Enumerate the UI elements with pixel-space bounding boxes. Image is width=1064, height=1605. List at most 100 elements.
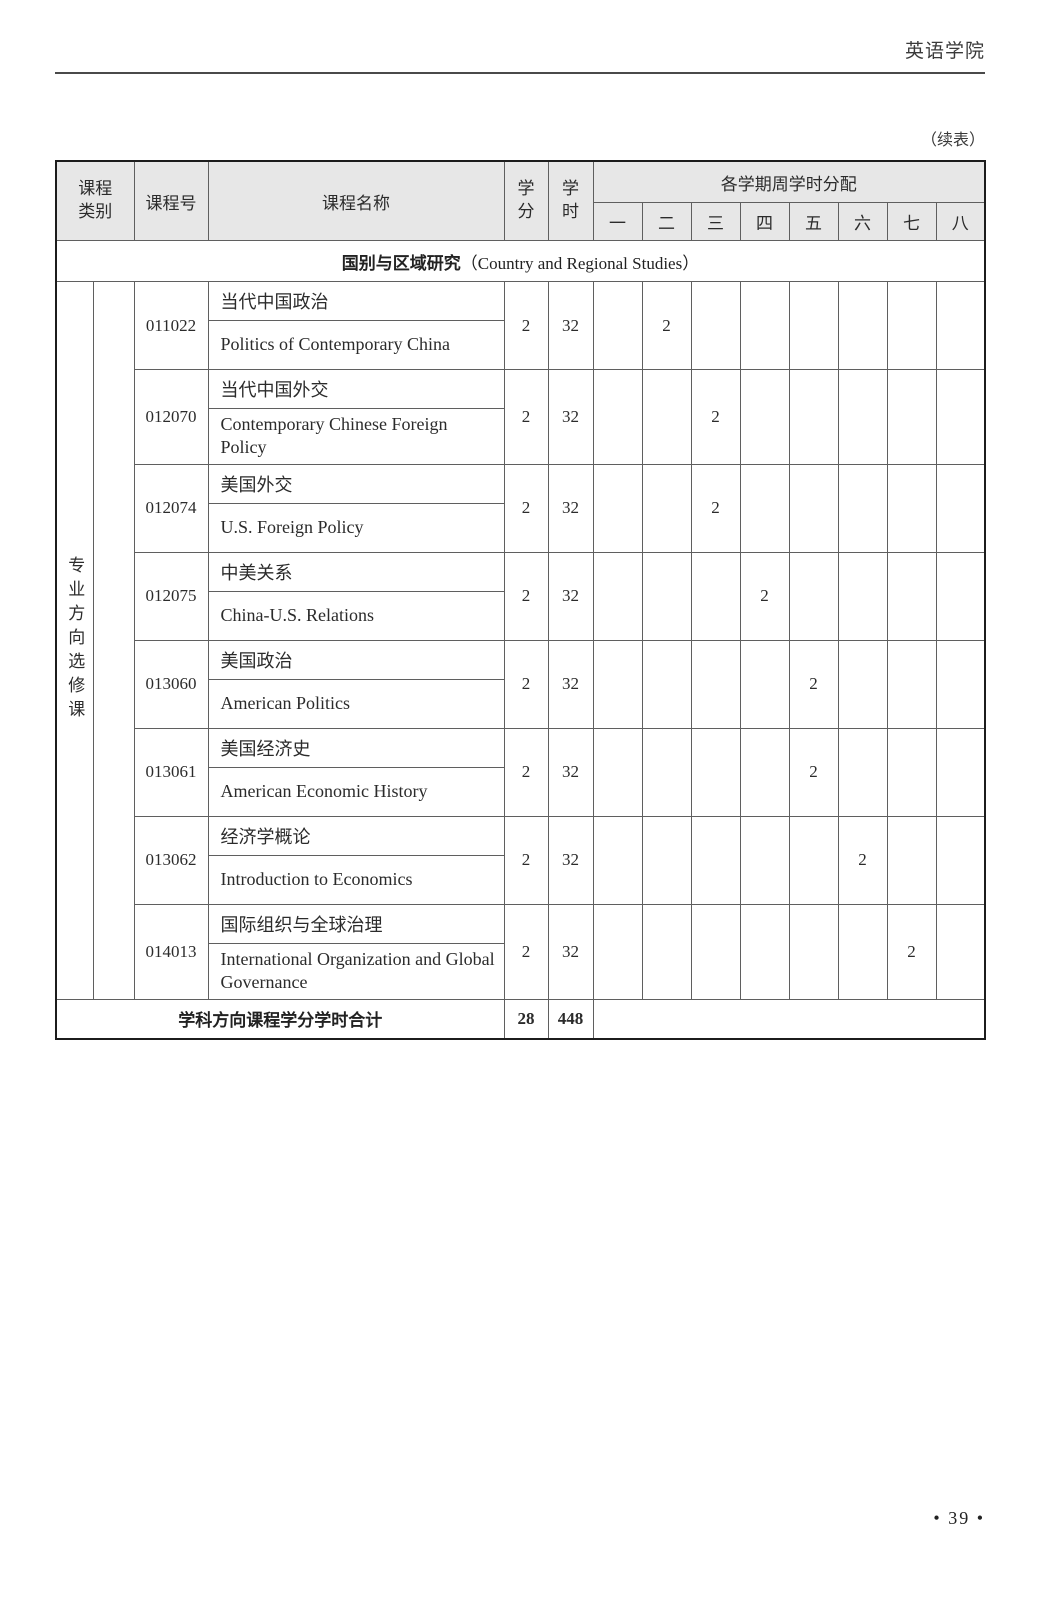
course-row: 013062 经济学概论 Introduction to Economics 2… <box>56 815 986 905</box>
semester-6-cell <box>837 903 888 1000</box>
semester-4-cell <box>739 903 790 1000</box>
credits-cell: 2 <box>503 281 549 370</box>
course-number: 011022 <box>133 281 209 370</box>
header-semester-6: 六 <box>837 202 888 241</box>
hours-cell: 32 <box>547 727 594 817</box>
course-row: 014013 国际组织与全球治理 International Organizat… <box>56 903 986 1000</box>
semester-3-cell <box>690 815 741 905</box>
credits-cell: 2 <box>503 903 549 1000</box>
course-name-zh: 国际组织与全球治理 <box>208 905 504 944</box>
semester-2-cell <box>641 903 692 1000</box>
semester-5-cell: 2 <box>788 727 839 817</box>
semester-4-cell <box>739 281 790 370</box>
semester-6-cell <box>837 281 888 370</box>
semester-3-cell <box>690 903 741 1000</box>
total-row: 学科方向课程学分学时合计 28 448 <box>55 998 986 1040</box>
semester-5-cell <box>788 903 839 1000</box>
section-title-zh: 国别与区域研究 <box>341 253 461 273</box>
hours-cell: 32 <box>547 639 594 729</box>
semester-8-cell <box>935 639 986 729</box>
semester-8-cell <box>935 551 986 641</box>
course-name-cell: 中美关系 China-U.S. Relations <box>207 551 505 641</box>
semester-7-cell <box>886 281 937 370</box>
course-number: 013062 <box>133 815 209 905</box>
semester-1-cell <box>592 281 643 370</box>
page-title: 英语学院 <box>904 41 985 62</box>
course-number: 013061 <box>133 727 209 817</box>
course-row: 012075 中美关系 China-U.S. Relations 2 32 2 <box>56 551 986 641</box>
semester-1-cell <box>592 463 643 553</box>
semester-4-cell <box>739 727 790 817</box>
semester-2-cell <box>641 369 692 465</box>
course-name-zh: 当代中国政治 <box>208 282 504 321</box>
course-name-cell: 美国经济史 American Economic History <box>207 727 505 817</box>
header-semester-4: 四 <box>739 202 790 241</box>
course-number: 012075 <box>133 551 209 641</box>
semester-8-cell <box>935 369 986 465</box>
course-name-cell: 国际组织与全球治理 International Organization and… <box>207 903 505 1000</box>
total-hours: 448 <box>547 998 594 1040</box>
course-row: 专业方向选修课 011022 当代中国政治 Politics of Contemp… <box>55 281 986 1000</box>
hours-cell: 32 <box>547 369 594 465</box>
semester-5-cell <box>788 551 839 641</box>
curriculum-table: 课程 类别 课程号 课程名称 学 分 学 时 各学期周学时分配 一 二 三 四 … <box>55 160 986 1040</box>
semester-2-cell <box>641 463 692 553</box>
semester-5-cell <box>788 281 839 370</box>
semester-3-cell <box>690 639 741 729</box>
course-row: 013061 美国经济史 American Economic History 2… <box>56 727 986 817</box>
table-header-row-1: 课程 类别 课程号 课程名称 学 分 学 时 各学期周学时分配 <box>55 160 986 241</box>
section-header-row: 国别与区域研究（Country and Regional Studies） <box>55 240 986 282</box>
semester-6-cell <box>837 551 888 641</box>
semester-5-cell <box>788 369 839 465</box>
semester-2-cell <box>641 639 692 729</box>
course-number: 013060 <box>133 639 209 729</box>
semester-1-cell <box>592 639 643 729</box>
semester-4-cell <box>739 815 790 905</box>
course-name-en: American Politics <box>220 693 350 714</box>
header-hours: 学 时 <box>547 160 594 241</box>
course-name-cell: 美国政治 American Politics <box>207 639 505 729</box>
section-title: 国别与区域研究（Country and Regional Studies） <box>55 240 986 282</box>
semester-4-cell: 2 <box>739 551 790 641</box>
semester-6-cell: 2 <box>837 815 888 905</box>
category-subcolumn-blank <box>92 281 135 1000</box>
course-name-cell: 当代中国政治 Politics of Contemporary China <box>207 281 505 370</box>
semester-4-cell <box>739 463 790 553</box>
header-semester-1: 一 <box>592 202 643 241</box>
course-name-en: China-U.S. Relations <box>220 605 375 626</box>
credits-cell: 2 <box>503 815 549 905</box>
semester-8-cell <box>935 281 986 370</box>
credits-cell: 2 <box>503 639 549 729</box>
semester-1-cell <box>592 903 643 1000</box>
course-name-cell: 当代中国外交 Contemporary Chinese Foreign Poli… <box>207 369 505 465</box>
header-semester-8: 八 <box>935 202 986 241</box>
course-name-zh: 美国经济史 <box>208 729 504 768</box>
semester-6-cell <box>837 369 888 465</box>
semester-2-cell <box>641 551 692 641</box>
semester-5-cell: 2 <box>788 639 839 729</box>
semester-2-cell <box>641 727 692 817</box>
semester-5-cell <box>788 463 839 553</box>
semester-1-cell <box>592 727 643 817</box>
semester-4-cell <box>739 369 790 465</box>
total-credits: 28 <box>503 998 549 1040</box>
header-semester-group: 各学期周学时分配 <box>592 160 986 203</box>
semester-1-cell <box>592 369 643 465</box>
table-header-row-2: 一 二 三 四 五 六 七 八 <box>56 202 986 241</box>
semester-8-cell <box>935 727 986 817</box>
course-name-en: Introduction to Economics <box>220 869 413 890</box>
semester-7-cell <box>886 369 937 465</box>
semester-7-cell <box>886 463 937 553</box>
hours-cell: 32 <box>547 463 594 553</box>
semester-6-cell <box>837 727 888 817</box>
course-number: 012070 <box>133 369 209 465</box>
semester-3-cell <box>690 727 741 817</box>
semester-5-cell <box>788 815 839 905</box>
course-name-cell: 美国外交 U.S. Foreign Policy <box>207 463 505 553</box>
course-name-en: American Economic History <box>220 781 428 802</box>
course-row: 012070 当代中国外交 Contemporary Chinese Forei… <box>56 369 986 465</box>
course-name-en: International Organization and Global Go… <box>220 948 495 993</box>
semester-3-cell <box>690 551 741 641</box>
course-name-en: Politics of Contemporary China <box>220 334 450 355</box>
